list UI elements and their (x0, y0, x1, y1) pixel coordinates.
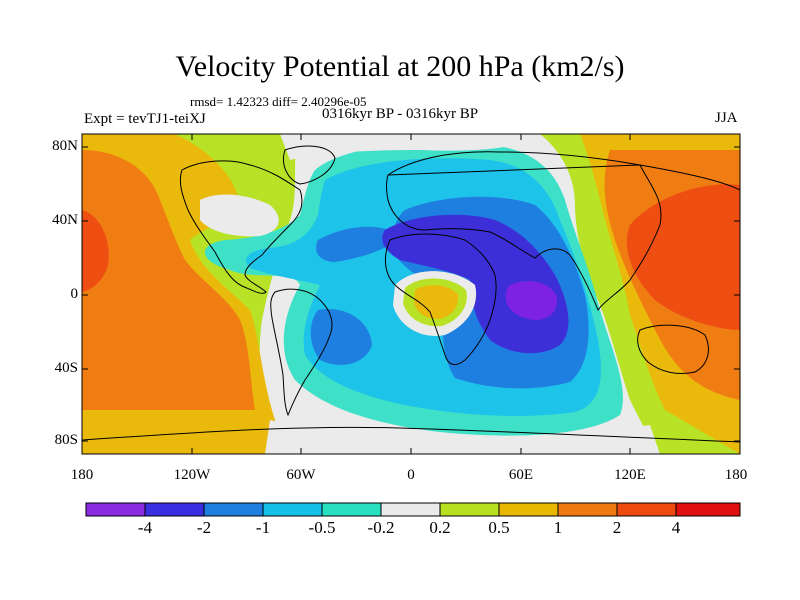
lat-label-40n: 40N (52, 212, 78, 228)
colorbar-label-3: -1 (255, 518, 271, 537)
field-redorange-east (626, 184, 740, 330)
coast-africa (384, 233, 497, 366)
field-neutral-southocean (265, 420, 660, 454)
field-violet-core (505, 281, 558, 320)
colorbar-label-5: -0.2 (367, 518, 395, 537)
colorbar-label-9: 2 (612, 518, 622, 537)
lon-label-60e: 60E (508, 467, 534, 483)
coast-antarctica (82, 426, 740, 443)
field-orange-west (82, 150, 255, 410)
field-gold-africa (414, 285, 459, 320)
field-neutral-arctic (280, 134, 540, 160)
colorbar-label-10: 4 (671, 518, 681, 537)
lon-label-120w: 120W (173, 467, 211, 483)
colorbar-box-10 (616, 502, 677, 517)
field-darkblue-region (382, 214, 569, 354)
axis-ticks (82, 134, 740, 454)
lon-label-0: 0 (407, 467, 415, 483)
coast-europe-asia (386, 151, 740, 312)
coast-south-america (270, 288, 333, 417)
colorbar-label-8: 1 (553, 518, 563, 537)
map-field (82, 134, 740, 454)
coast-greenland (283, 145, 336, 185)
field-blue-southatlantic (310, 309, 372, 365)
lon-label-120e: 120E (614, 467, 646, 483)
colorbar-box-5 (321, 502, 382, 517)
field-blue-atlantic (315, 226, 400, 262)
field-redorange-west (82, 210, 109, 292)
colorbar-box-6 (380, 502, 441, 517)
field-neutral-northamerica (200, 194, 279, 237)
lon-label-60w: 60W (286, 467, 316, 483)
colorbar-label-1: -4 (137, 518, 153, 537)
lat-label-0: 0 (70, 286, 79, 302)
colorbar-label-4: -0.5 (308, 518, 336, 537)
coastlines (82, 145, 740, 443)
colorbar-box-9 (557, 502, 618, 517)
coast-australia (637, 324, 709, 375)
lat-label-40s: 40S (54, 360, 78, 376)
colorbar-box-3 (203, 502, 264, 517)
colorbar-label-7: 0.5 (488, 518, 510, 537)
colorbar-box-8 (498, 502, 559, 517)
season-label: JJA (715, 110, 738, 126)
colorbar-box-11 (675, 502, 741, 517)
lat-label-80n: 80N (52, 138, 78, 154)
colorbar-label-2: -2 (196, 518, 212, 537)
lon-label-180w: 180 (70, 467, 94, 483)
period-label: 0316kyr BP - 0316kyr BP (322, 106, 479, 122)
stats-text: rmsd= 1.42323 diff= 2.40296e-05 (190, 94, 367, 109)
coast-north-america (179, 160, 303, 294)
lat-label-80s: 80S (54, 432, 78, 448)
colorbar-label-6: 0.2 (429, 518, 451, 537)
lon-label-180e: 180 (724, 467, 748, 483)
colorbar-box-7 (439, 502, 500, 517)
colorbar-box-1 (85, 502, 146, 517)
colorbar (85, 502, 741, 517)
plot-title: Velocity Potential at 200 hPa (km2/s) (175, 50, 625, 83)
colorbar-box-2 (144, 502, 205, 517)
colorbar-box-4 (262, 502, 323, 517)
experiment-label: Expt = tevTJ1-teiXJ (84, 111, 206, 127)
